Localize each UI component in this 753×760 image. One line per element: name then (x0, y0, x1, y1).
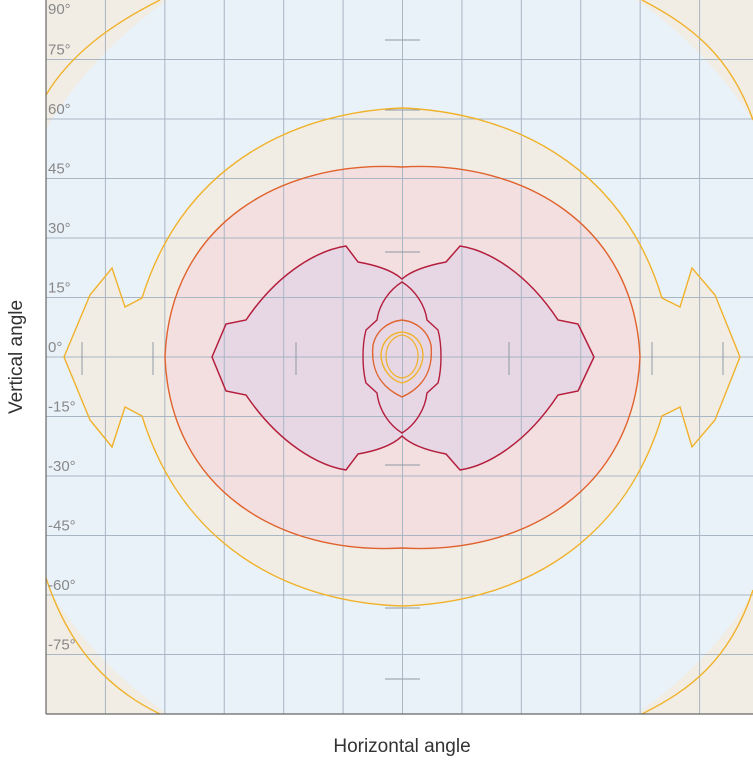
outer-contour-line (63, 107, 741, 607)
x-axis-title: Horizontal angle (333, 736, 470, 757)
y-tick-label: 30° (48, 220, 71, 237)
y-tick-label: 75° (48, 42, 71, 59)
core-contour-1 (362, 281, 442, 434)
y-tick-label: 60° (48, 101, 71, 118)
y-tick-label: -75° (48, 637, 76, 654)
zero-axis-markers (81, 39, 724, 680)
y-tick-label: 15° (48, 280, 71, 297)
core-contour-4 (385, 334, 419, 379)
y-tick-label: -30° (48, 458, 76, 475)
y-tick-label: -15° (48, 399, 76, 416)
corner-contours (46, 0, 753, 714)
y-axis-title: Vertical angle (6, 300, 27, 414)
y-tick-label: -45° (48, 518, 76, 535)
y-tick-label: 90° (48, 1, 71, 18)
y-tick-label: -60° (48, 577, 76, 594)
y-tick-label: 45° (48, 161, 71, 178)
core-contour-3 (380, 331, 424, 384)
inner-contour-line (211, 245, 595, 471)
y-tick-labels: 90° 75° 60° 45° 30° 15° 0° -15° -30° -45° -60° -75° (48, 1, 76, 654)
core-contour-2 (371, 319, 433, 398)
y-tick-label: 0° (48, 339, 62, 356)
mid-contour-line (164, 165, 641, 550)
